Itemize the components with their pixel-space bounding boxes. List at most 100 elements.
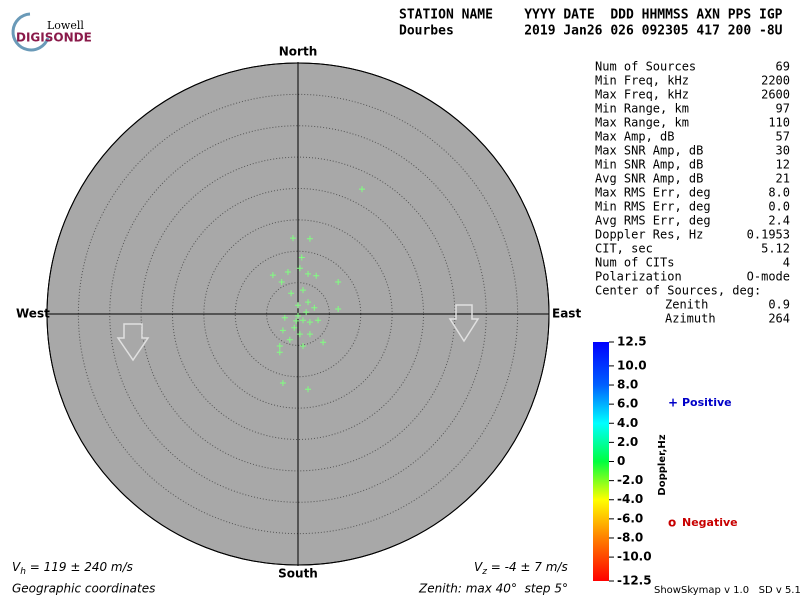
colorbar-tick-label: -10.0 <box>617 550 652 564</box>
logo: Lowell DIGISONDE <box>11 12 92 52</box>
source-point <box>300 287 307 294</box>
stat-label: Azimuth <box>665 312 716 326</box>
version-text: ShowSkymap v 1.0 SD v 5.1 <box>654 585 800 596</box>
legend-label: Positive <box>682 396 732 409</box>
header-line: STATION NAME YYYY DATE DDD HHMMSS AXN PP… <box>399 8 783 23</box>
source-point <box>291 324 298 331</box>
colorbar-tick-label: 10.0 <box>617 358 647 372</box>
colorbar-tick-label: 4.0 <box>617 416 638 430</box>
colorbar-tick-label: 0 <box>617 454 625 468</box>
stat-value: O-mode <box>747 270 790 284</box>
source-point <box>320 339 327 346</box>
logo-top: Lowell <box>47 19 84 32</box>
source-point <box>300 343 307 350</box>
stat-label: Max RMS Err, deg <box>595 186 711 200</box>
vh-text: Vh = 119 ± 240 m/s <box>12 560 133 577</box>
direction-label: South <box>278 567 318 581</box>
colorbar <box>593 342 609 581</box>
source-point <box>305 386 312 393</box>
colorbar-tick-label: -8.0 <box>617 530 643 544</box>
stat-value: 110 <box>768 116 790 130</box>
source-point <box>300 317 307 324</box>
stat-value: 2600 <box>761 88 790 102</box>
source-point <box>313 272 320 279</box>
stat-heading: Center of Sources, deg: <box>595 284 761 298</box>
stat-value: 8.0 <box>768 186 790 200</box>
stat-value: 0.1953 <box>747 228 790 242</box>
legend-marker: + <box>668 396 678 410</box>
direction-label: West <box>16 307 50 321</box>
colorbar-tick-label: -12.5 <box>617 574 652 588</box>
source-point <box>295 312 301 319</box>
stat-label: Min RMS Err, deg <box>595 200 711 214</box>
stat-label: Avg SNR Amp, dB <box>595 172 703 186</box>
stat-label: Max SNR Amp, dB <box>595 144 703 158</box>
stat-value: 264 <box>768 312 790 326</box>
source-point <box>269 272 276 279</box>
source-point <box>296 265 303 272</box>
stat-value: 5.12 <box>761 242 790 256</box>
source-point <box>306 235 313 242</box>
source-point <box>288 290 295 297</box>
source-point <box>305 299 312 306</box>
colorbar-tick-label: -4.0 <box>617 492 643 506</box>
source-point <box>311 304 318 311</box>
source-point <box>281 314 288 321</box>
source-point <box>296 331 303 338</box>
vz-text: Vz = -4 ± 7 m/s <box>474 560 568 577</box>
stat-value: 2.4 <box>768 214 790 228</box>
source-point <box>295 302 301 309</box>
logo-bottom: DIGISONDE <box>16 31 92 45</box>
colorbar-tick-label: 8.0 <box>617 378 638 392</box>
source-point <box>306 319 313 326</box>
source-point <box>276 343 283 350</box>
stat-label: Max Range, km <box>595 116 689 130</box>
stat-label: Polarization <box>595 270 682 284</box>
colorbar-tick-label: 6.0 <box>617 397 638 411</box>
zenith-text: Zenith: max 40° step 5° <box>418 582 568 596</box>
source-point <box>276 349 283 356</box>
coords-text: Geographic coordinates <box>12 582 155 596</box>
colorbar-tick-label: 2.0 <box>617 435 638 449</box>
source-point <box>335 305 342 312</box>
stat-label: Max Freq, kHz <box>595 88 689 102</box>
source-point <box>305 270 312 277</box>
source-point <box>306 331 313 338</box>
stat-value: 2200 <box>761 74 790 88</box>
source-point <box>315 317 322 324</box>
stat-label: CIT, sec <box>595 242 653 256</box>
stat-label: Num of CITs <box>595 256 674 270</box>
legend-marker: o <box>668 516 676 530</box>
colorbar-tick-label: -2.0 <box>617 473 643 487</box>
stat-label: Avg RMS Err, deg <box>595 214 711 228</box>
stat-label: Zenith <box>665 298 708 312</box>
stat-value: 4 <box>783 256 790 270</box>
source-point <box>303 309 310 316</box>
source-point <box>335 278 342 285</box>
vz-arrow <box>448 304 480 343</box>
stat-value: 97 <box>776 102 790 116</box>
source-point <box>286 336 293 343</box>
stat-label: Min Freq, kHz <box>595 74 689 88</box>
source-point <box>279 327 286 334</box>
legend-label: Negative <box>682 516 738 529</box>
source-point <box>359 186 366 193</box>
direction-label: North <box>279 45 317 59</box>
source-point <box>284 268 291 275</box>
source-point <box>289 235 296 242</box>
stat-value: 69 <box>776 60 790 74</box>
stat-label: Max Amp, dB <box>595 130 674 144</box>
header-line: Dourbes 2019 Jan26 026 092305 417 200 -8… <box>399 24 783 39</box>
stat-value: 57 <box>776 130 790 144</box>
stat-label: Num of Sources <box>595 60 696 74</box>
source-point <box>279 380 286 387</box>
stat-value: 0.0 <box>768 200 790 214</box>
stat-label: Doppler Res, Hz <box>595 228 703 242</box>
vh-arrow <box>116 323 150 362</box>
source-point <box>278 278 285 285</box>
colorbar-tick-label: -6.0 <box>617 511 643 525</box>
stat-value: 30 <box>776 144 790 158</box>
stat-label: Min Range, km <box>595 102 689 116</box>
stat-value: 12 <box>776 158 790 172</box>
